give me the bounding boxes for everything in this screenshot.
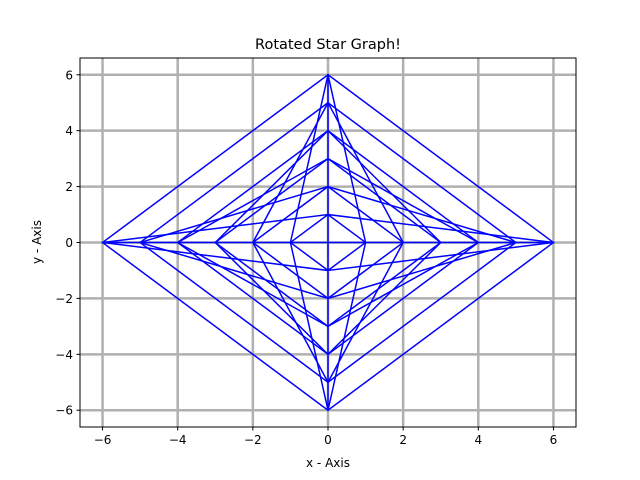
series-line (326, 101, 517, 244)
series-line (101, 73, 330, 244)
series-line (176, 157, 330, 244)
y-tick-label: −6 (55, 404, 73, 418)
x-axis-label: x - Axis (306, 456, 350, 470)
series-line (251, 185, 330, 244)
series-line (101, 241, 330, 412)
y-axis-label: y - Axis (30, 220, 44, 264)
series-line (326, 241, 405, 300)
series-line (251, 241, 330, 384)
plot-lines (101, 73, 555, 412)
series-line (139, 185, 329, 244)
series-line (101, 213, 329, 244)
x-tick-label: −6 (94, 433, 112, 447)
series-line (327, 241, 517, 300)
series-line (289, 73, 329, 244)
series-line (327, 241, 555, 272)
series-line (139, 101, 330, 244)
series-line (326, 73, 555, 244)
series-line (139, 241, 329, 300)
series-line (176, 241, 330, 328)
y-tick-label: −4 (55, 348, 73, 362)
series-line (139, 241, 330, 384)
series-line (326, 241, 442, 328)
y-tick-label: −2 (55, 292, 73, 306)
series-line (326, 241, 367, 272)
y-tick-label: 0 (65, 236, 73, 250)
series-line (326, 129, 442, 244)
series-line (326, 157, 480, 244)
series-line (214, 157, 330, 244)
series-line (251, 101, 330, 244)
series-line (326, 213, 367, 244)
series-line (326, 185, 405, 244)
series-line (214, 129, 330, 244)
x-tick-label: 0 (324, 433, 332, 447)
x-tick-label: 6 (550, 433, 558, 447)
x-ticks: −6 −4 −2 0 2 4 6 (94, 427, 558, 447)
series-line (326, 241, 480, 328)
y-ticks: −6 −4 −2 0 2 4 6 (55, 68, 80, 418)
series-line (214, 241, 330, 356)
chart-title: Rotated Star Graph! (255, 37, 401, 53)
series-line (326, 241, 555, 412)
series-line (327, 73, 367, 244)
x-tick-label: 4 (474, 433, 482, 447)
x-tick-label: −4 (169, 433, 187, 447)
y-tick-label: 2 (65, 180, 73, 194)
x-tick-label: 2 (399, 433, 407, 447)
series-line (326, 241, 442, 356)
series-line (327, 185, 517, 244)
series-line (289, 241, 329, 412)
series-line (326, 241, 517, 384)
x-tick-label: −2 (244, 433, 262, 447)
series-line (326, 241, 405, 384)
series-line (251, 241, 330, 300)
y-tick-label: 6 (65, 68, 73, 82)
y-tick-label: 4 (65, 124, 73, 138)
series-line (326, 101, 405, 244)
series-line (289, 241, 330, 272)
series-line (327, 241, 367, 412)
series-line (326, 157, 442, 244)
series-line (101, 241, 329, 272)
series-line (289, 213, 330, 244)
series-line (327, 213, 555, 244)
series-line (214, 241, 330, 328)
